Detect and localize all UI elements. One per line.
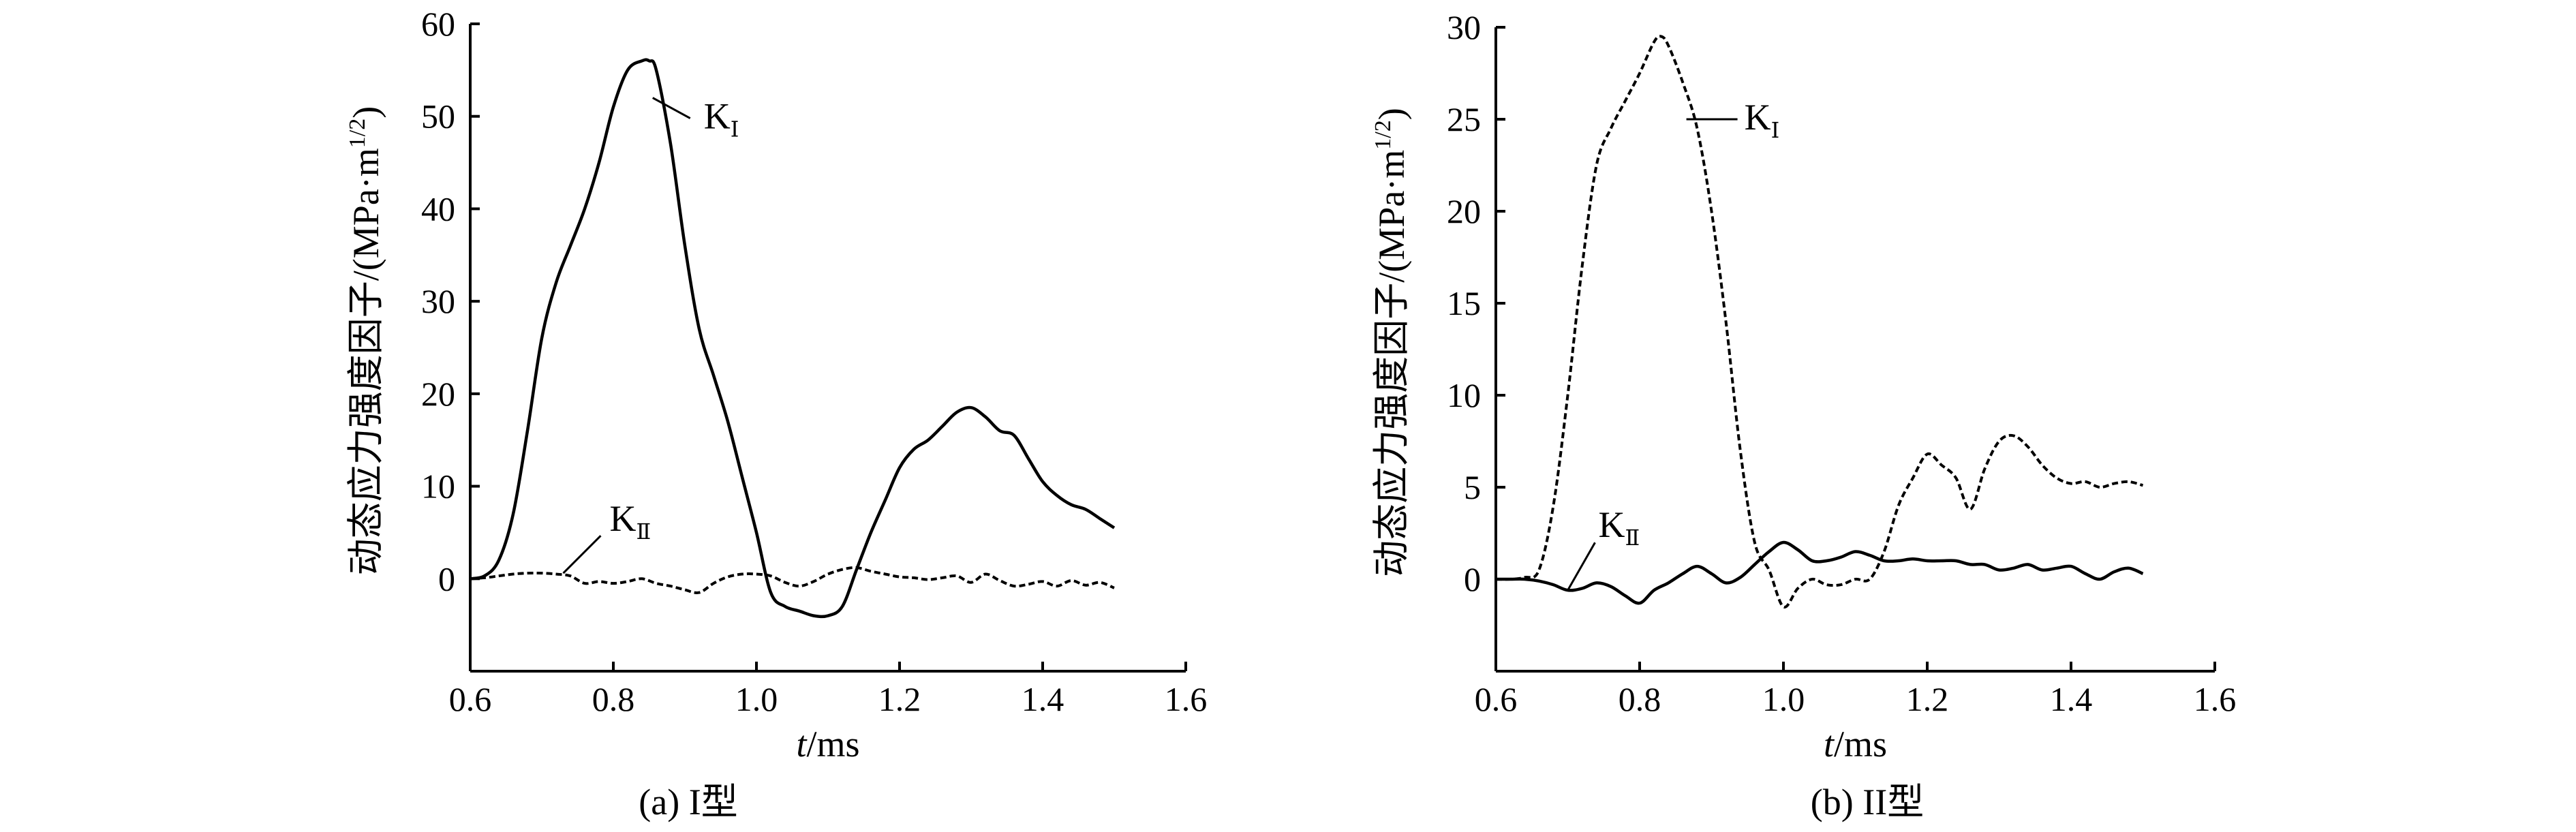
- annotation-subscript: Ⅰ: [1771, 118, 1780, 142]
- x-tick-label: 0.8: [592, 680, 635, 718]
- y-tick-label: 30: [1447, 8, 1481, 46]
- y-tick-label: 20: [1447, 192, 1481, 230]
- x-tick-label: 0.8: [1619, 680, 1661, 718]
- y-axis-title-close: ): [346, 106, 386, 119]
- y-axis-title-sup: 1/2: [345, 119, 370, 148]
- annotation-subscript: Ⅱ: [1625, 525, 1640, 550]
- chart-panel-a: 0.6 0.8 1.0 1.2 1.4 1.6 0 10 20 30 40 50 60 t/ms 动态应力强…: [345, 5, 1207, 822]
- y-tick-label: 25: [1447, 100, 1481, 138]
- annotation-subscript: Ⅱ: [637, 519, 651, 544]
- annotation-leader: [562, 535, 602, 574]
- series-annotation: KⅡ: [610, 498, 651, 544]
- x-tick-label: 1.4: [1022, 680, 1064, 718]
- series-line-kii: [1495, 540, 2144, 605]
- y-axis-title-main: 动态应力强度因子/(MPa·m: [346, 148, 386, 575]
- x-tick-label: 1.0: [1762, 680, 1805, 718]
- y-tick-label: 40: [421, 189, 455, 228]
- y-tick-label: 10: [421, 467, 455, 506]
- x-axis-title-unit: /ms: [806, 724, 859, 765]
- x-axis-title: t/ms: [1824, 724, 1887, 765]
- series-annotation: KⅠ: [1745, 97, 1780, 142]
- x-tick-label: 0.6: [449, 680, 492, 718]
- y-axis-title-main: 动态应力强度因子/(MPa·m: [1371, 150, 1412, 577]
- x-tick-label: 1.6: [1165, 680, 1208, 718]
- y-tick-label: 50: [421, 97, 455, 136]
- y-tick-label: 60: [421, 5, 455, 43]
- y-tick-label: 30: [421, 282, 455, 320]
- annotation-label: K: [1745, 97, 1771, 138]
- annotation-leader: [1567, 542, 1596, 591]
- series-line-kii: [470, 566, 1115, 594]
- panel-caption: (a) I型: [639, 782, 737, 822]
- x-tick-label: 1.6: [2194, 680, 2237, 718]
- series-line-ki: [1495, 35, 2144, 608]
- y-tick-label: 15: [1447, 284, 1481, 322]
- y-axis-title-close: ): [1371, 108, 1412, 120]
- x-axis-title-var: t: [1824, 724, 1835, 765]
- series-annotation: KⅡ: [1599, 504, 1640, 550]
- x-axis-title-var: t: [796, 724, 808, 765]
- chart-panel-b: 0.6 0.8 1.0 1.2 1.4 1.6 0 5 10 15 20 25 30 t/ms 动态应力强度…: [1370, 8, 2236, 822]
- x-axis-title-unit: /ms: [1834, 724, 1887, 765]
- y-tick-label: 0: [438, 559, 455, 598]
- annotation-leader: [652, 97, 691, 119]
- annotation-label: K: [704, 96, 731, 137]
- y-tick-label: 5: [1464, 468, 1481, 506]
- y-tick-label: 20: [421, 375, 455, 413]
- x-tick-label: 1.2: [878, 680, 921, 718]
- annotation-label: K: [610, 498, 637, 539]
- x-axis-title: t/ms: [796, 724, 859, 765]
- y-axis-title-sup: 1/2: [1370, 120, 1396, 149]
- y-axis-title: 动态应力强度因子/(MPa·m1/2): [345, 106, 386, 575]
- x-tick-label: 1.2: [1906, 680, 1949, 718]
- x-tick-label: 1.4: [2050, 680, 2093, 718]
- y-tick-label: 0: [1464, 560, 1481, 598]
- y-tick-label: 10: [1447, 376, 1481, 414]
- x-tick-label: 1.0: [735, 680, 778, 718]
- x-tick-label: 0.6: [1475, 680, 1518, 718]
- annotation-subscript: Ⅰ: [731, 117, 739, 142]
- series-line-ki: [470, 58, 1116, 619]
- series-annotation: KⅠ: [704, 96, 739, 142]
- annotation-label: K: [1599, 504, 1625, 545]
- panel-caption: (b) II型: [1811, 782, 1924, 822]
- y-axis-title: 动态应力强度因子/(MPa·m1/2): [1370, 108, 1412, 576]
